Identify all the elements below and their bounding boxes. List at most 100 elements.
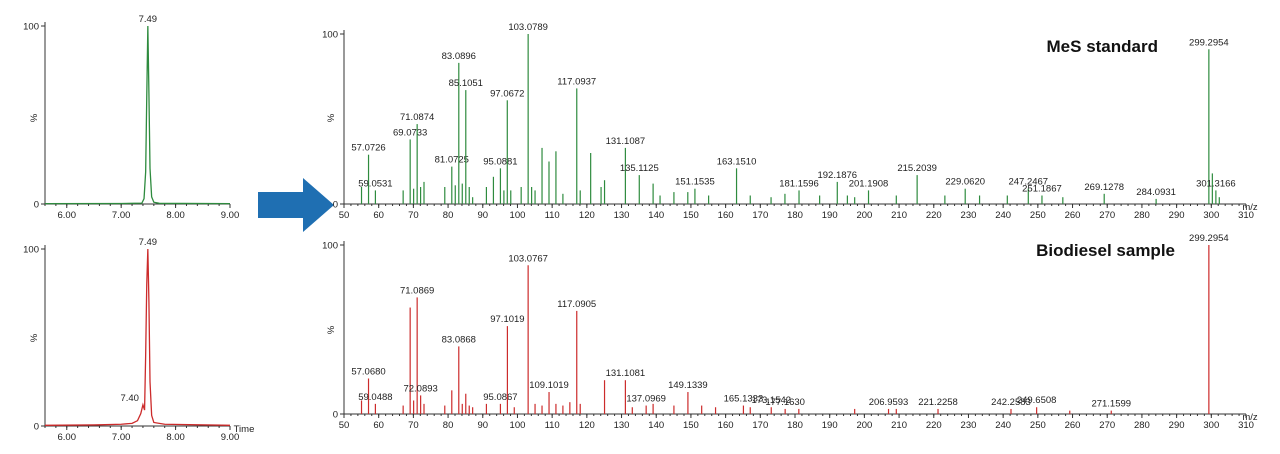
x-tick-label: 280 (1134, 420, 1150, 431)
peak-label: 97.1019 (490, 314, 524, 325)
peak-label: 206.9593 (869, 397, 909, 408)
peak-label: 59.0488 (358, 392, 392, 403)
peak-label: 221.2258 (918, 397, 958, 408)
x-tick-label: 140 (648, 210, 664, 221)
right-arrow-icon (258, 178, 334, 232)
x-tick-label: 120 (579, 420, 595, 431)
x-tick-label: 240 (995, 420, 1011, 431)
peak-label: 97.0672 (490, 88, 524, 99)
peak-label: 83.0896 (442, 51, 476, 62)
peak-label: 149.1339 (668, 380, 708, 391)
peak-label: 249.6508 (1017, 395, 1057, 406)
y-axis-label: % (29, 333, 40, 342)
x-tick-label: 100 (510, 420, 526, 431)
peak-label: 251.1867 (1022, 184, 1062, 195)
peak-label: 72.0893 (403, 383, 437, 394)
peak-label: 7.40 (120, 393, 139, 404)
x-tick-label: 160 (718, 210, 734, 221)
x-tick-label: 250 (1030, 420, 1046, 431)
peak-label: 7.49 (139, 237, 158, 248)
peak-label: 117.0905 (557, 299, 596, 310)
peak-label: 131.1081 (606, 368, 646, 379)
peak-label: 165.1333 (724, 394, 764, 405)
x-tick-label: 6.00 (58, 210, 77, 221)
x-axis-label: m/z (1242, 412, 1258, 423)
chromatogram-trace (44, 248, 231, 426)
y-tick-label: 100 (322, 241, 338, 252)
x-tick-label: 200 (856, 420, 872, 431)
peak-label: 7.49 (139, 14, 158, 25)
x-tick-label: 280 (1134, 210, 1150, 221)
peak-label: 299.2954 (1189, 37, 1229, 48)
x-tick-label: 260 (1065, 210, 1081, 221)
x-tick-label: 230 (961, 210, 977, 221)
y-tick-label: 0 (34, 200, 39, 211)
x-axis-label: m/z (1242, 202, 1258, 213)
chromatogram-standard: 0 100% 6.00 7.00 8.00 9.00 7.49 (23, 14, 239, 221)
peak-label: 59.0531 (358, 178, 392, 189)
x-tick-label: 160 (718, 420, 734, 431)
x-tick-label: 180 (787, 210, 803, 221)
peak-label: 163.1510 (717, 156, 757, 167)
peak-label: 95.0881 (483, 156, 517, 167)
x-tick-label: 90 (477, 210, 488, 221)
peak-label: 242.2583 (991, 397, 1031, 408)
peak-label: 192.1876 (817, 170, 857, 181)
x-tick-label: 130 (614, 210, 630, 221)
x-tick-label: 7.00 (112, 432, 131, 443)
x-tick-label: 130 (614, 420, 630, 431)
chart-title-sample: Biodiesel sample (1036, 241, 1175, 260)
x-tick-label: 6.00 (58, 432, 77, 443)
peak-label: 135.1125 (620, 163, 659, 174)
x-tick-label: 150 (683, 420, 699, 431)
peak-label: 71.0874 (400, 112, 434, 123)
x-tick-label: 8.00 (166, 210, 185, 221)
peak-label: 215.2039 (897, 163, 937, 174)
peak-label: 181.1596 (779, 178, 819, 189)
peak-label: 81.0725 (435, 155, 469, 166)
peak-label: 85.1051 (449, 78, 483, 89)
x-tick-label: 290 (1169, 210, 1185, 221)
chart-title-standard: MeS standard (1047, 37, 1158, 56)
x-tick-label: 180 (787, 420, 803, 431)
mass-spectrum-standard: MeS standard 0 100% 50 60 70 80 90 100 110 120 130… (322, 22, 1258, 221)
x-tick-label: 310 (1238, 210, 1254, 221)
peak-label: 137.0969 (626, 394, 666, 405)
x-axis-label: Time (234, 424, 255, 435)
x-tick-label: 90 (477, 420, 488, 431)
x-tick-label: 140 (648, 420, 664, 431)
y-tick-label: 0 (34, 422, 39, 433)
x-tick-label: 7.00 (112, 210, 131, 221)
y-tick-label: 100 (23, 22, 39, 33)
x-tick-label: 270 (1099, 420, 1115, 431)
peak-label: 284.0931 (1136, 187, 1176, 198)
x-tick-label: 240 (995, 210, 1011, 221)
x-tick-label: 260 (1065, 420, 1081, 431)
x-tick-label: 60 (373, 210, 384, 221)
y-tick-label: 100 (23, 245, 39, 256)
peak-label: 71.0869 (400, 285, 434, 296)
x-tick-label: 310 (1238, 420, 1254, 431)
x-tick-label: 250 (1030, 210, 1046, 221)
x-tick-label: 50 (339, 420, 350, 431)
peak-label: 177.1630 (765, 397, 805, 408)
peak-label: 103.0789 (508, 22, 548, 33)
peak-label: 271.1599 (1091, 399, 1131, 410)
peak-label: 103.0767 (508, 253, 548, 264)
peak-label: 299.2954 (1189, 233, 1229, 244)
x-tick-label: 70 (408, 420, 419, 431)
y-tick-label: 0 (333, 200, 338, 211)
x-tick-label: 270 (1099, 210, 1115, 221)
x-tick-label: 200 (856, 210, 872, 221)
peak-label: 301.3166 (1196, 178, 1236, 189)
peak-label: 269.1278 (1084, 182, 1124, 193)
x-tick-label: 220 (926, 210, 942, 221)
x-tick-label: 60 (373, 420, 384, 431)
x-tick-label: 50 (339, 210, 350, 221)
x-tick-label: 70 (408, 210, 419, 221)
x-tick-label: 9.00 (221, 210, 240, 221)
x-tick-label: 210 (891, 210, 907, 221)
x-tick-label: 110 (545, 420, 560, 431)
